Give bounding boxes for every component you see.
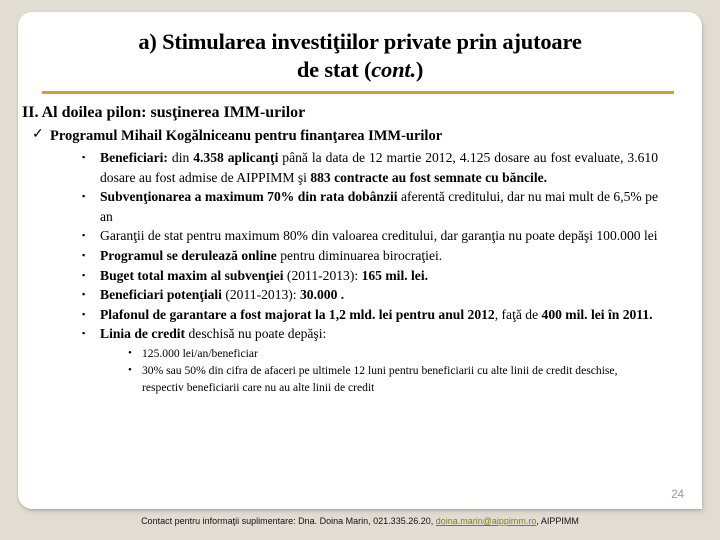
bullet-list-level4: • 125.000 lei/an/beneficiar • 30% sau 50% d… bbox=[100, 345, 658, 396]
bullet-text-segment: Subvenţionarea a maximum 70% din rata do… bbox=[100, 189, 398, 205]
slide-body: II. Al doilea pilon: susţinerea IMM-uril… bbox=[18, 102, 702, 396]
checkmark-icon: ✓ bbox=[32, 127, 44, 142]
square-bullet-icon: ▪ bbox=[82, 249, 86, 260]
bullet-text-segment: până la data de 12 martie 2012, 4.125 do… bbox=[100, 150, 659, 185]
title-line-2-italic: cont. bbox=[371, 57, 416, 82]
bullet-text-segment: Programul se derulează online bbox=[100, 247, 277, 263]
footer-text-after-mail: , AIPPIMM bbox=[536, 516, 579, 526]
program-heading: ✓ Programul Mihail Kogălniceanu pentru f… bbox=[32, 126, 702, 146]
bullet-item-plafon: ▪ Plafonul de garantare a fost majorat la… bbox=[80, 305, 658, 325]
square-bullet-icon: ▪ bbox=[82, 289, 86, 300]
bullet-text-segment: (2011-2013): bbox=[286, 267, 362, 283]
bullet-text-segment: deschisă nu poate depăşi: bbox=[185, 326, 327, 342]
dot-bullet-icon: • bbox=[128, 363, 132, 376]
title-line-2-suffix: ) bbox=[415, 57, 424, 82]
square-bullet-icon: ▪ bbox=[82, 269, 86, 280]
footer-text-before-mail: Contact pentru informaţii suplimentare: … bbox=[141, 516, 436, 526]
bullet-text-segment: 165 mil. lei. bbox=[361, 267, 429, 283]
square-bullet-icon: ▪ bbox=[82, 308, 86, 319]
bullet-item-beneficiari: ▪ Beneficiari: din 4.358 aplicanţi până l… bbox=[80, 148, 658, 187]
slide-title: a) Stimularea investiţiilor private prin… bbox=[18, 28, 702, 84]
bullet-text-segment: 30.000 . bbox=[300, 287, 345, 303]
sub-bullet-item-sub-125: • 125.000 lei/an/beneficiar bbox=[126, 345, 648, 362]
page-number: 24 bbox=[671, 489, 684, 501]
dot-bullet-icon: • bbox=[128, 346, 132, 359]
bullet-item-subventionarea: ▪ Subvenţionarea a maximum 70% din rata d… bbox=[80, 187, 658, 226]
bullet-text-segment: , faţă de bbox=[494, 306, 542, 322]
sub-bullet-item-sub-30-50: • 30% sau 50% din cifra de afaceri pe ult… bbox=[126, 362, 648, 396]
square-bullet-icon: ▪ bbox=[82, 230, 86, 241]
title-line-2: de stat (cont.) bbox=[18, 56, 702, 84]
sub-bullet-text: 30% sau 50% din cifra de afaceri pe ulti… bbox=[142, 363, 618, 394]
sub-bullet-text: 125.000 lei/an/beneficiar bbox=[142, 346, 258, 360]
bullet-text-segment: pentru diminuarea birocraţiei. bbox=[276, 247, 443, 263]
title-line-2-prefix: de stat ( bbox=[296, 57, 372, 82]
title-divider-rule bbox=[42, 91, 674, 94]
title-line-1: a) Stimularea investiţiilor private prin… bbox=[138, 29, 582, 54]
bullet-text-segment: (2011-2013): bbox=[225, 287, 300, 303]
bullet-item-garantii: ▪ Garanţii de stat pentru maximum 80% din… bbox=[80, 226, 658, 246]
bullet-text-segment: 4.358 aplicanţi bbox=[193, 150, 279, 165]
bullet-text-segment: Beneficiari: bbox=[100, 150, 168, 165]
bullet-item-buget: ▪ Buget total maxim al subvenţiei (2011-2… bbox=[80, 266, 658, 286]
section-heading: II. Al doilea pilon: susţinerea IMM-uril… bbox=[22, 104, 306, 121]
square-bullet-icon: ▪ bbox=[82, 191, 86, 202]
bullet-list-level3: ▪ Beneficiari: din 4.358 aplicanţi până l… bbox=[18, 148, 702, 396]
bullet-text-segment: Buget total maxim al subvenţiei bbox=[100, 267, 287, 283]
bullet-text-segment: Plafonul de garantare a fost majorat la … bbox=[100, 306, 495, 322]
bullet-text-segment: Linia de credit bbox=[100, 326, 186, 342]
footer-email-link[interactable]: doina.marin@aippimm.ro bbox=[435, 516, 537, 526]
bullet-text-segment: aferentă creditului, dar nu mai mult de … bbox=[100, 189, 658, 224]
bullet-item-linia-de-credit: ▪ Linia de credit deschisă nu poate depăş… bbox=[80, 324, 658, 396]
bullet-text-segment: Beneficiari potenţiali bbox=[100, 287, 226, 303]
square-bullet-icon: ▪ bbox=[82, 152, 86, 162]
slide-surface: a) Stimularea investiţiilor private prin… bbox=[18, 12, 702, 509]
program-heading-label: Programul Mihail Kogălniceanu pentru fin… bbox=[50, 128, 443, 144]
bullet-item-beneficiari-potentiali: ▪ Beneficiari potenţiali (2011-2013): 30.… bbox=[80, 285, 658, 305]
bullet-text-segment: Garanţii de stat pentru maximum 80% din … bbox=[100, 228, 658, 244]
square-bullet-icon: ▪ bbox=[82, 328, 86, 339]
slide-footer: Contact pentru informaţii suplimentare: … bbox=[0, 516, 720, 526]
bullet-text-segment: din bbox=[167, 150, 194, 165]
bullet-text-segment: 400 mil. lei în 2011. bbox=[541, 306, 653, 322]
bullet-text-segment: 883 contracte au fost semnate cu băncile… bbox=[310, 169, 548, 185]
bullet-item-online: ▪ Programul se derulează online pentru di… bbox=[80, 246, 658, 266]
